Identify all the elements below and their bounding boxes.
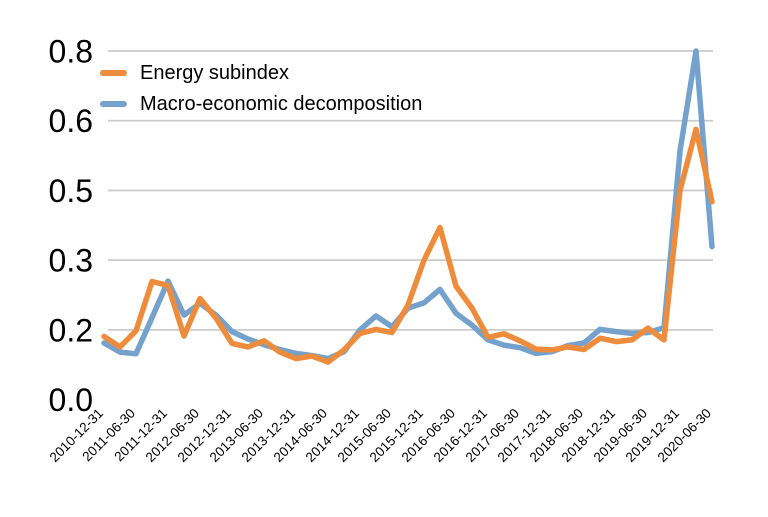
legend-item-energy-subindex[interactable]: Energy subindex [100,60,422,86]
y-tick-label: 0.5 [49,173,93,209]
legend-item-macro-decomposition[interactable]: Macro-economic decomposition [100,91,422,117]
chart-legend: Energy subindex Macro-economic decomposi… [100,60,422,117]
legend-swatch-energy-subindex [100,70,127,76]
y-tick-label: 0.6 [49,103,93,139]
y-tick-label: 0.0 [49,382,93,418]
y-tick-label: 0.3 [49,243,93,279]
legend-label-energy-subindex: Energy subindex [140,62,289,84]
series-line-energy-subindex[interactable] [101,126,715,365]
y-tick-label: 0.2 [49,312,93,348]
legend-swatch-macro-decomposition [100,101,127,107]
y-tick-label: 0.8 [49,34,93,70]
legend-label-macro-decomposition: Macro-economic decomposition [140,93,423,115]
